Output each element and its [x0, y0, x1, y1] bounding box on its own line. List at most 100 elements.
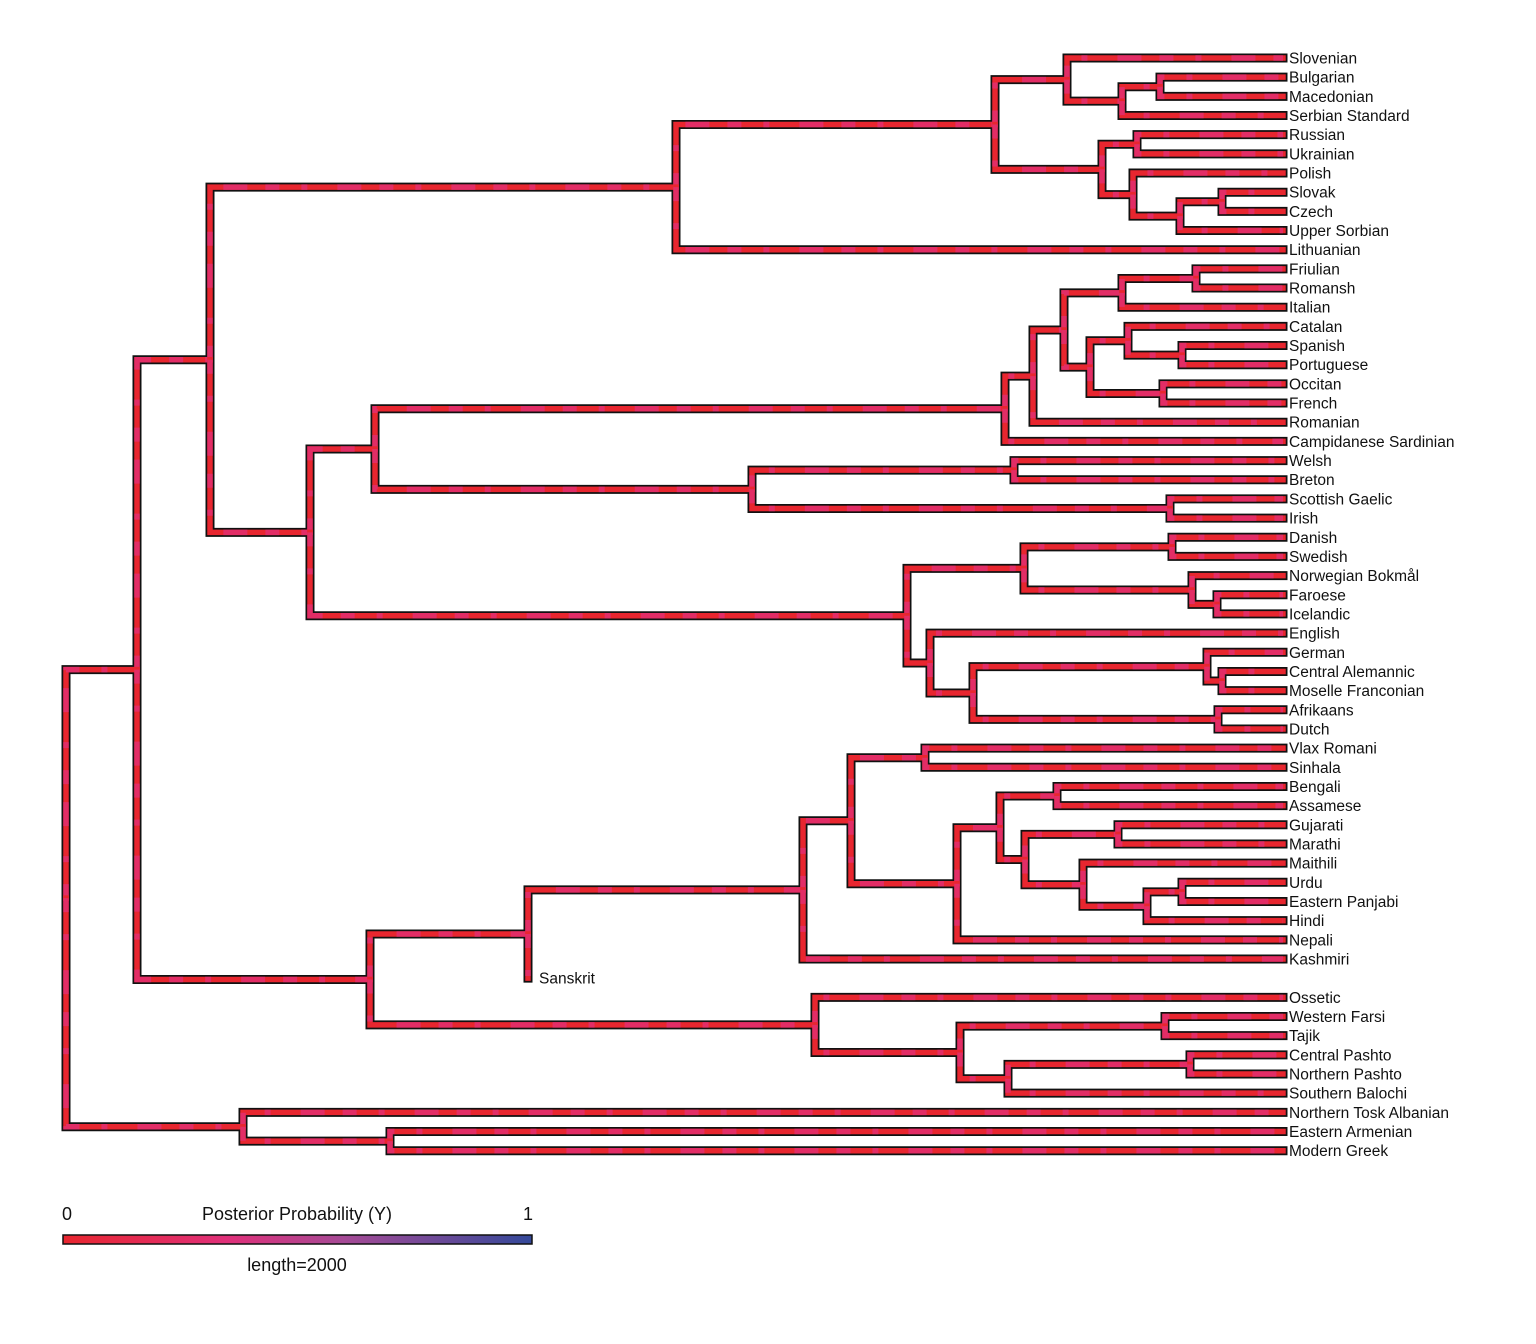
branch: [992, 76, 1070, 128]
leaf-label: Tajik: [1289, 1028, 1320, 1045]
leaf-label: Maithili: [1289, 856, 1337, 873]
branch: [1167, 505, 1286, 521]
branch-posterior-shading: [997, 793, 1057, 828]
branch: [367, 931, 531, 983]
branch-posterior-shading: [848, 820, 957, 887]
branch-posterior-shading: [1030, 327, 1064, 377]
leaf-label: Ossetic: [1289, 990, 1341, 1007]
leaf-label: Dutch: [1289, 721, 1330, 738]
leaf-label: Northern Tosk Albanian: [1289, 1105, 1449, 1122]
branch: [1030, 373, 1286, 425]
leaf-label: Assamese: [1289, 798, 1361, 815]
branch-posterior-shading: [800, 818, 851, 890]
branch-posterior-shading: [1002, 373, 1033, 409]
branch-posterior-shading: [1080, 884, 1147, 910]
legend-length-label: length=2000: [247, 1255, 347, 1275]
leaf-label: Norwegian Bokmål: [1289, 568, 1419, 585]
branch-outline: [205, 182, 681, 365]
branch-posterior-shading: [207, 359, 310, 536]
branch-posterior-shading: [1134, 131, 1283, 145]
leaf-label: Slovak: [1289, 185, 1336, 202]
branch-posterior-shading: [1169, 534, 1283, 547]
branch-posterior-shading: [387, 1141, 1283, 1154]
branch-outline: [1085, 336, 1133, 372]
branch-posterior-shading: [1130, 170, 1283, 195]
branch-posterior-shading: [1193, 266, 1283, 279]
branch-posterior-shading: [954, 883, 1283, 943]
branch-outline: [1020, 855, 1088, 890]
branch-posterior-shading: [1189, 572, 1283, 590]
branch-outline: [810, 1020, 965, 1057]
branch-posterior-shading: [1219, 201, 1283, 215]
branch-posterior-shading: [1061, 290, 1122, 330]
branch: [1177, 199, 1225, 219]
branch-posterior-shading: [749, 467, 1014, 490]
branch: [1144, 889, 1185, 910]
branch: [800, 887, 1286, 962]
branch-posterior-shading: [1134, 144, 1283, 157]
leaf-label: Bulgarian: [1289, 70, 1355, 87]
branch-posterior-shading: [1177, 199, 1222, 217]
branch-posterior-shading: [307, 532, 907, 619]
branch-posterior-shading: [1005, 1061, 1190, 1079]
leaf-label: Russian: [1289, 127, 1345, 144]
branch-posterior-shading: [1179, 355, 1283, 368]
legend-title: Posterior Probability (Y): [202, 1204, 392, 1224]
branch-posterior-shading: [1219, 681, 1283, 694]
branch-posterior-shading: [927, 663, 973, 696]
branch-outline: [798, 816, 856, 895]
leaf-label: Moselle Franconian: [1289, 683, 1424, 700]
branch-posterior-shading: [922, 745, 1283, 758]
branch-posterior-shading: [1179, 342, 1283, 356]
branch-outline: [1019, 563, 1197, 595]
branch-outline: [132, 355, 215, 675]
branch-posterior-shading: [1021, 568, 1192, 593]
branch-posterior-shading: [1064, 79, 1122, 104]
branch-posterior-shading: [1130, 194, 1180, 219]
leaf-label: Welsh: [1289, 453, 1332, 470]
branch: [307, 529, 910, 619]
branch-posterior-shading: [673, 187, 1283, 253]
leaf-label: Hindi: [1289, 913, 1324, 930]
branch-posterior-shading: [1187, 1064, 1283, 1077]
leaf-label: Italian: [1289, 300, 1330, 317]
leaf-label: Lithuanian: [1289, 242, 1361, 259]
leaf-label: Romanian: [1289, 415, 1360, 432]
branch-outline: [955, 1021, 1170, 1057]
leaf-label: Breton: [1289, 472, 1335, 489]
branch-outline: [370, 444, 757, 494]
branch-posterior-shading: [307, 446, 375, 533]
branch-posterior-shading: [1115, 834, 1283, 847]
branch-posterior-shading: [957, 1052, 1008, 1082]
branch-posterior-shading: [1022, 831, 1118, 860]
leaf-label: Eastern Panjabi: [1289, 894, 1398, 911]
branch-posterior-shading: [1119, 101, 1283, 119]
branch-posterior-shading: [1204, 649, 1283, 667]
branch: [1167, 496, 1286, 512]
leaf-label: Bengali: [1289, 779, 1341, 796]
branch-outline: [1097, 139, 1142, 174]
branch: [1215, 716, 1286, 732]
branch-outline: [995, 791, 1062, 833]
branch-posterior-shading: [1115, 822, 1283, 835]
branch: [673, 121, 998, 190]
branch: [307, 446, 378, 536]
branch-outline: [205, 355, 315, 537]
branch-posterior-shading: [1219, 668, 1283, 682]
branch-outline: [747, 484, 1175, 513]
branch-posterior-shading: [997, 827, 1025, 863]
branch-outline: [1062, 75, 1127, 106]
branch-posterior-shading: [1193, 278, 1283, 291]
leaf-label: Sinhala: [1289, 760, 1341, 777]
branch-posterior-shading: [63, 898, 243, 1130]
branch-outline: [952, 823, 1005, 889]
leaf-label: Polish: [1289, 166, 1331, 183]
branch-outline: [671, 182, 1288, 255]
branch-posterior-shading: [848, 754, 925, 821]
branch: [992, 121, 1105, 173]
branch-posterior-shading: [525, 887, 803, 935]
branch-outline: [846, 816, 962, 889]
branch-posterior-shading: [1087, 338, 1128, 368]
branch-outline: [968, 688, 1223, 724]
branch-posterior-shading: [134, 356, 210, 670]
